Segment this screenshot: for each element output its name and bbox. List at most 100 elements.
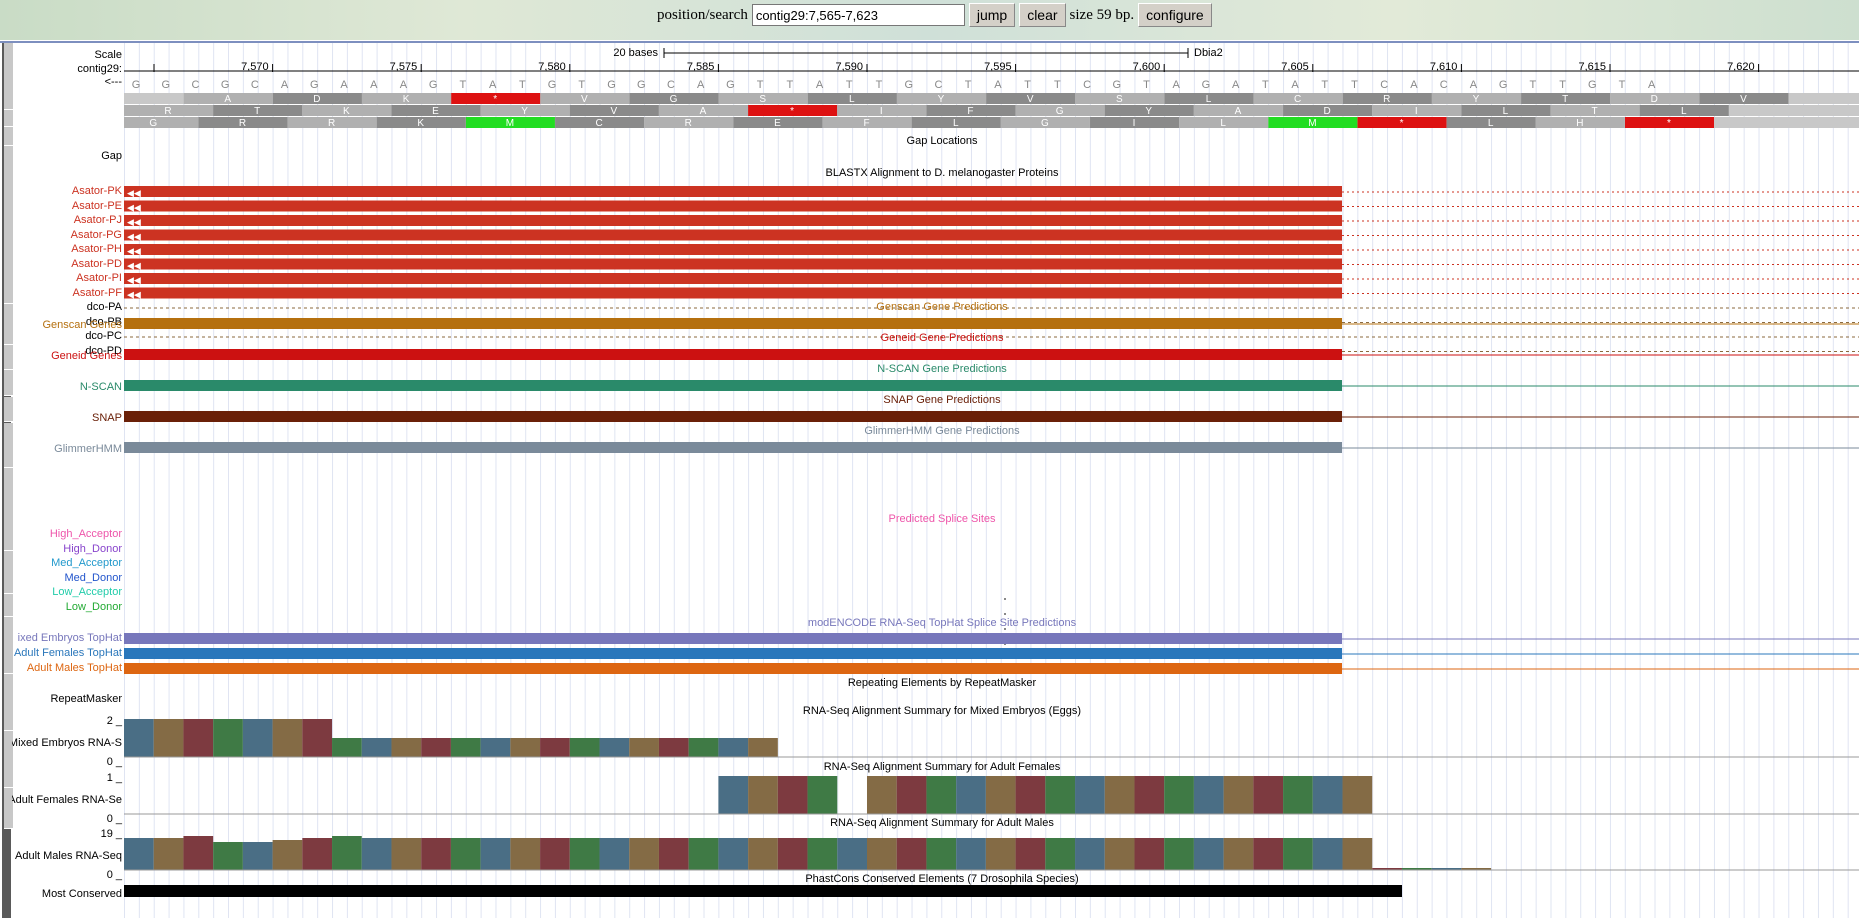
tophat-item-label[interactable]: Adult Females TopHat — [13, 647, 122, 659]
splice-item-label[interactable]: Low_Acceptor — [52, 586, 122, 598]
genome-browser-image: Scale contig29: <--- Gap Asator-PK Asator-PE A… — [0, 41, 1859, 918]
dco-item-label[interactable]: dco-PB — [85, 315, 122, 328]
ruler-tick-label: 7,620 — [1727, 61, 1755, 73]
track-drag-handle[interactable] — [4, 304, 13, 345]
rna_males-bar — [658, 838, 689, 870]
tophat-item-label[interactable]: ixed Embryos TopHat — [17, 632, 122, 644]
track-drag-handle[interactable] — [4, 674, 13, 731]
amino-acid: E — [432, 106, 439, 117]
dco-item-label[interactable]: dco-PC — [85, 330, 122, 342]
rna_mixed-track-label[interactable]: Mixed Embryos RNA-S — [12, 737, 122, 749]
splice-item-label[interactable]: Low_Donor — [65, 600, 122, 613]
blastx-item-label[interactable]: Asator-PG — [70, 228, 122, 241]
blastx-feature — [124, 186, 1342, 197]
rna_mixed-bar — [599, 738, 630, 757]
snap-track-label[interactable]: SNAP — [92, 412, 122, 424]
clear-button[interactable]: clear — [1019, 3, 1066, 27]
rna_females-track-label[interactable]: Adult Females RNA-Se — [12, 794, 122, 806]
gap-track-label[interactable]: Gap — [101, 150, 122, 162]
dna-base: T — [1351, 79, 1358, 91]
track-drag-handle[interactable] — [4, 468, 13, 551]
splice-item-label[interactable]: High_Acceptor — [49, 528, 122, 540]
blastx-item-label[interactable]: Asator-PJ — [73, 214, 122, 226]
glimmer-track-label[interactable]: GlimmerHMM — [54, 443, 122, 455]
blastx-item-label[interactable]: Asator-PE — [71, 199, 122, 212]
amino-acid-box — [1090, 117, 1180, 128]
blastx-item-label[interactable]: Asator-PK — [71, 185, 122, 197]
track-drag-handle[interactable] — [4, 617, 13, 674]
amino-acid-box — [1179, 117, 1269, 128]
rna_males-bar — [510, 838, 541, 870]
track-drag-handle[interactable] — [4, 345, 13, 370]
dna-base: G — [904, 79, 913, 91]
splice-item-label[interactable]: High_Donor — [63, 542, 122, 555]
tophat-item-label[interactable]: Adult Males TopHat — [26, 662, 122, 674]
dna-base: T — [1262, 79, 1269, 91]
dco-item-label[interactable]: dco-PD — [85, 344, 122, 357]
ruler-tick-label: 7,590 — [835, 61, 863, 73]
repeat-track-label[interactable]: RepeatMasker — [50, 693, 122, 705]
track-drag-handle[interactable] — [4, 43, 13, 110]
track-drag-handle[interactable] — [4, 127, 13, 146]
blastx-item-label[interactable]: Asator-PF — [72, 286, 122, 299]
track-display-area[interactable]: 20 bases Dbia2 7,570 7,575 7,580 7,585 7,590 7,… — [124, 43, 1859, 918]
rna_males-min-label[interactable]: 0 _ — [106, 869, 122, 881]
track-drag-handle[interactable] — [4, 397, 13, 422]
rna_males-track-title: RNA-Seq Alignment Summary for Adult Male… — [830, 817, 1054, 829]
track-drag-handle[interactable] — [4, 594, 13, 617]
blastx-item-label[interactable]: Asator-PH — [71, 243, 122, 255]
blastx-item-label[interactable]: Asator-PD — [71, 257, 122, 270]
amino-acid: K — [343, 106, 350, 117]
dna-base: G — [429, 79, 438, 91]
amino-acid-box — [1268, 117, 1358, 128]
rna_mixed-min-label[interactable]: 0 _ — [106, 756, 122, 768]
dna-base: T — [1143, 79, 1150, 91]
rna_females-bar — [1075, 776, 1105, 814]
rna_mixed-bar — [242, 719, 273, 757]
rna_males-track-label[interactable]: Adult Males RNA-Seq — [15, 850, 122, 862]
amino-acid: M — [506, 118, 514, 129]
genscan-track-label[interactable]: Genscan Genes — [42, 319, 123, 331]
rna_males-max-label[interactable]: 19 _ — [100, 828, 122, 840]
rna_females-bar — [867, 776, 897, 814]
glimmer-track-title: GlimmerHMM Gene Predictions — [864, 425, 1020, 437]
jump-button[interactable]: jump — [968, 3, 1016, 27]
track-drag-handle[interactable] — [4, 423, 13, 468]
scale-bar-text: 20 bases — [613, 47, 658, 59]
amino-acid-box — [480, 105, 570, 116]
scale-label[interactable]: Scale — [94, 49, 122, 61]
rna_females-max-label[interactable]: 1 _ — [106, 772, 122, 784]
configure-button[interactable]: configure — [1138, 3, 1212, 27]
rna_males-bar — [1342, 838, 1373, 870]
rna_mixed-max-label[interactable]: 2 _ — [106, 715, 122, 727]
geneid-track-title: Geneid Gene Predictions — [881, 332, 1004, 344]
position-search-input[interactable] — [751, 4, 965, 26]
splice-item-label[interactable]: Med_Acceptor — [51, 557, 122, 569]
rna_females-bar — [1164, 776, 1194, 814]
amino-acid: C — [595, 118, 602, 129]
dco-item-label[interactable]: dco-PA — [86, 301, 122, 313]
nscan-track-label[interactable]: N-SCAN — [79, 381, 122, 393]
track-drag-handle[interactable] — [4, 146, 13, 304]
splice-mark — [1004, 613, 1006, 615]
phast-track-label[interactable]: Most Conserved — [41, 888, 122, 900]
contig-label[interactable]: contig29: — [77, 63, 122, 75]
amino-acid: D — [1651, 94, 1658, 105]
ruler-tick-label: 7,570 — [241, 61, 269, 73]
rna_males-bar — [1401, 868, 1432, 870]
amino-acid-box — [807, 93, 897, 104]
track-drag-handle[interactable] — [4, 551, 13, 594]
splice-item-label[interactable]: Med_Donor — [64, 571, 122, 584]
amino-acid: C — [1294, 94, 1301, 105]
track-drag-handle[interactable] — [4, 371, 13, 396]
strand-arrow-label[interactable]: <--- — [104, 76, 122, 88]
track-drag-handle[interactable] — [4, 731, 13, 788]
track-drag-handle[interactable] — [4, 788, 13, 829]
dna-base: A — [1173, 79, 1181, 91]
track-drag-handle[interactable] — [4, 110, 13, 127]
ruler-tick-label: 7,610 — [1430, 61, 1458, 73]
blastx-item-label[interactable]: Asator-PI — [76, 272, 122, 284]
geneid-track-label[interactable]: Geneid Genes — [51, 350, 122, 362]
ruler-tick-label: 7,605 — [1281, 61, 1309, 73]
rna_females-min-label[interactable]: 0 _ — [106, 813, 122, 825]
